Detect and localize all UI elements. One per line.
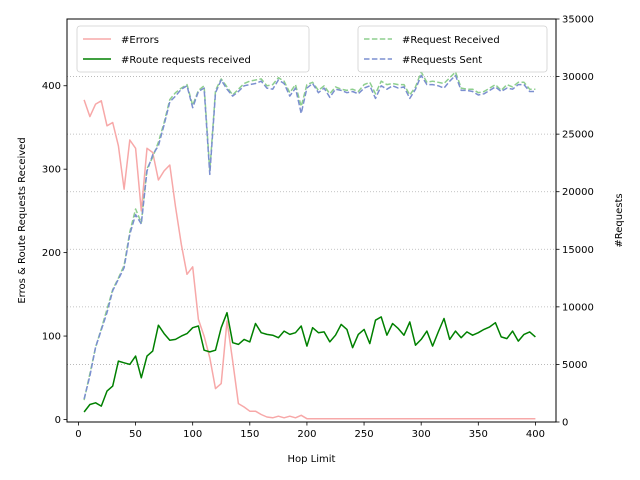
legend-label: #Request Received — [402, 35, 500, 46]
y-right-tick-label: 20000 — [562, 187, 594, 198]
legend-right: #Request Received #Requests Sent — [357, 25, 548, 73]
y-right-tick-label: 25000 — [562, 130, 594, 141]
x-tick-label: 200 — [297, 429, 316, 440]
x-axis: 0 50 100 150 200 250 300 350 400 — [75, 422, 545, 440]
y-axis-left-label: Erros & Route Requests Received — [17, 137, 28, 303]
y-left-tick-label: 200 — [42, 248, 61, 259]
y-left-tick-label: 400 — [42, 81, 61, 92]
legend-box — [357, 25, 548, 73]
series-line-errors — [83, 99, 536, 420]
x-tick-label: 50 — [129, 429, 142, 440]
x-tick-label: 100 — [183, 429, 202, 440]
legend-label: #Requests Sent — [402, 55, 482, 66]
series-line-requests-sent — [83, 74, 536, 400]
series-line-request-received — [83, 71, 536, 401]
y-right-tick-label: 35000 — [562, 15, 594, 26]
y-right-tick-label: 5000 — [562, 360, 587, 371]
legend-box — [76, 25, 310, 73]
y-right-tick-label: 0 — [562, 418, 568, 429]
legend-label: #Route requests received — [121, 55, 251, 66]
series-layer — [83, 71, 536, 420]
x-axis-label: Hop Limit — [288, 454, 336, 465]
legend-label: #Errors — [121, 35, 159, 46]
x-tick-label: 150 — [240, 429, 259, 440]
x-tick-label: 350 — [469, 429, 488, 440]
y-right-tick-label: 15000 — [562, 245, 594, 256]
y-left-tick-label: 0 — [55, 415, 61, 426]
legend-left: #Errors #Route requests received — [76, 25, 310, 73]
series-line-route-requests-received — [83, 311, 536, 413]
x-tick-label: 400 — [526, 429, 545, 440]
y-axis-right: 0 5000 10000 15000 20000 25000 30000 35000 — [556, 15, 594, 429]
y-left-tick-label: 100 — [42, 332, 61, 343]
y-right-tick-label: 30000 — [562, 72, 594, 83]
y-left-tick-label: 300 — [42, 165, 61, 176]
plot-frame — [66, 18, 557, 423]
y-right-tick-label: 10000 — [562, 302, 594, 313]
y-axis-left: 0 100 200 300 400 — [42, 81, 67, 426]
x-tick-label: 300 — [412, 429, 431, 440]
x-tick-label: 0 — [75, 429, 81, 440]
y-axis-right-label: #Requests — [614, 193, 625, 247]
x-tick-label: 250 — [355, 429, 374, 440]
